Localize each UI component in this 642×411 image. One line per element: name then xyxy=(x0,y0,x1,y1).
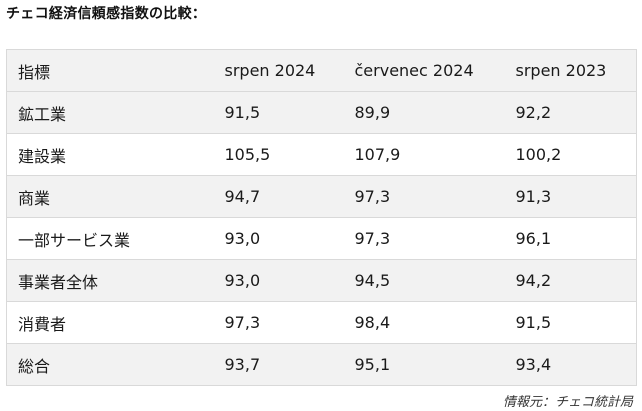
table-header-row: 指標 srpen 2024 červenec 2024 srpen 2023 xyxy=(6,49,637,92)
column-header-jul-2024: červenec 2024 xyxy=(343,49,505,92)
table-cell: 100,2 xyxy=(504,133,637,176)
table-row: 商業 94,7 97,3 91,3 xyxy=(6,175,637,218)
table-cell: 94,2 xyxy=(504,259,637,302)
table-cell: 94,7 xyxy=(213,175,344,218)
table-row: 消費者 97,3 98,4 91,5 xyxy=(6,301,637,344)
table-cell: 105,5 xyxy=(213,133,344,176)
table-cell: 97,3 xyxy=(213,301,344,344)
table-cell: 97,3 xyxy=(343,175,505,218)
row-label: 事業者全体 xyxy=(6,259,214,302)
row-label: 消費者 xyxy=(6,301,214,344)
table-cell: 107,9 xyxy=(343,133,505,176)
table-row: 総合 93,7 95,1 93,4 xyxy=(6,343,637,386)
column-header-aug-2023: srpen 2023 xyxy=(504,49,637,92)
row-label: 商業 xyxy=(6,175,214,218)
column-header-indicator: 指標 xyxy=(6,49,214,92)
page-title: チェコ経済信頼感指数の比較： xyxy=(6,6,207,22)
table-cell: 93,0 xyxy=(213,217,344,260)
table-cell: 93,4 xyxy=(504,343,637,386)
row-label: 一部サービス業 xyxy=(6,217,214,260)
table-row: 事業者全体 93,0 94,5 94,2 xyxy=(6,259,637,302)
table-row: 建設業 105,5 107,9 100,2 xyxy=(6,133,637,176)
table-cell: 96,1 xyxy=(504,217,637,260)
table-row: 一部サービス業 93,0 97,3 96,1 xyxy=(6,217,637,260)
table-cell: 97,3 xyxy=(343,217,505,260)
column-header-aug-2024: srpen 2024 xyxy=(213,49,344,92)
confidence-index-table: 指標 srpen 2024 červenec 2024 srpen 2023 鉱… xyxy=(6,49,637,386)
table-cell: 91,5 xyxy=(504,301,637,344)
row-label: 総合 xyxy=(6,343,214,386)
table-cell: 92,2 xyxy=(504,91,637,134)
table-cell: 95,1 xyxy=(343,343,505,386)
table-row: 鉱工業 91,5 89,9 92,2 xyxy=(6,91,637,134)
row-label: 鉱工業 xyxy=(6,91,214,134)
table-cell: 91,3 xyxy=(504,175,637,218)
source-note: 情報元：チェコ統計局 xyxy=(502,395,633,410)
row-label: 建設業 xyxy=(6,133,214,176)
table-cell: 94,5 xyxy=(343,259,505,302)
table-cell: 98,4 xyxy=(343,301,505,344)
table-cell: 89,9 xyxy=(343,91,505,134)
table-cell: 91,5 xyxy=(213,91,344,134)
table-cell: 93,0 xyxy=(213,259,344,302)
table-cell: 93,7 xyxy=(213,343,344,386)
